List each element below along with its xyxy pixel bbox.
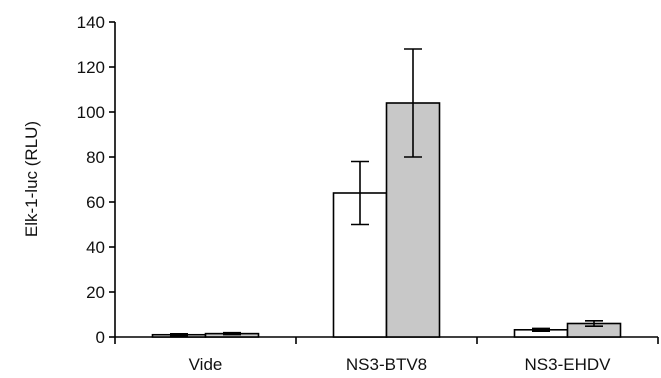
bar-1-1: [385, 102, 441, 338]
y-tick-label-60: 60: [86, 193, 105, 212]
y-tick-label-120: 120: [77, 58, 105, 77]
x-tick-label-2: NS3-EHDV: [525, 355, 612, 374]
y-tick-label-40: 40: [86, 238, 105, 257]
bars: [151, 48, 622, 338]
y-tick-label-80: 80: [86, 148, 105, 167]
y-tick-label-140: 140: [77, 13, 105, 32]
y-tick-label-100: 100: [77, 103, 105, 122]
y-axis-label: Elk-1-luc (RLU): [22, 121, 41, 237]
y-tick-label-20: 20: [86, 283, 105, 302]
y-tick-label-0: 0: [96, 328, 105, 347]
x-tick-label-0: Vide: [189, 355, 223, 374]
ticks: 0 20 40 60 80 100 120 140 Vide NS3-BTV8 NS3-EHDV: [77, 13, 659, 374]
x-tick-label-1: NS3-BTV8: [346, 355, 427, 374]
